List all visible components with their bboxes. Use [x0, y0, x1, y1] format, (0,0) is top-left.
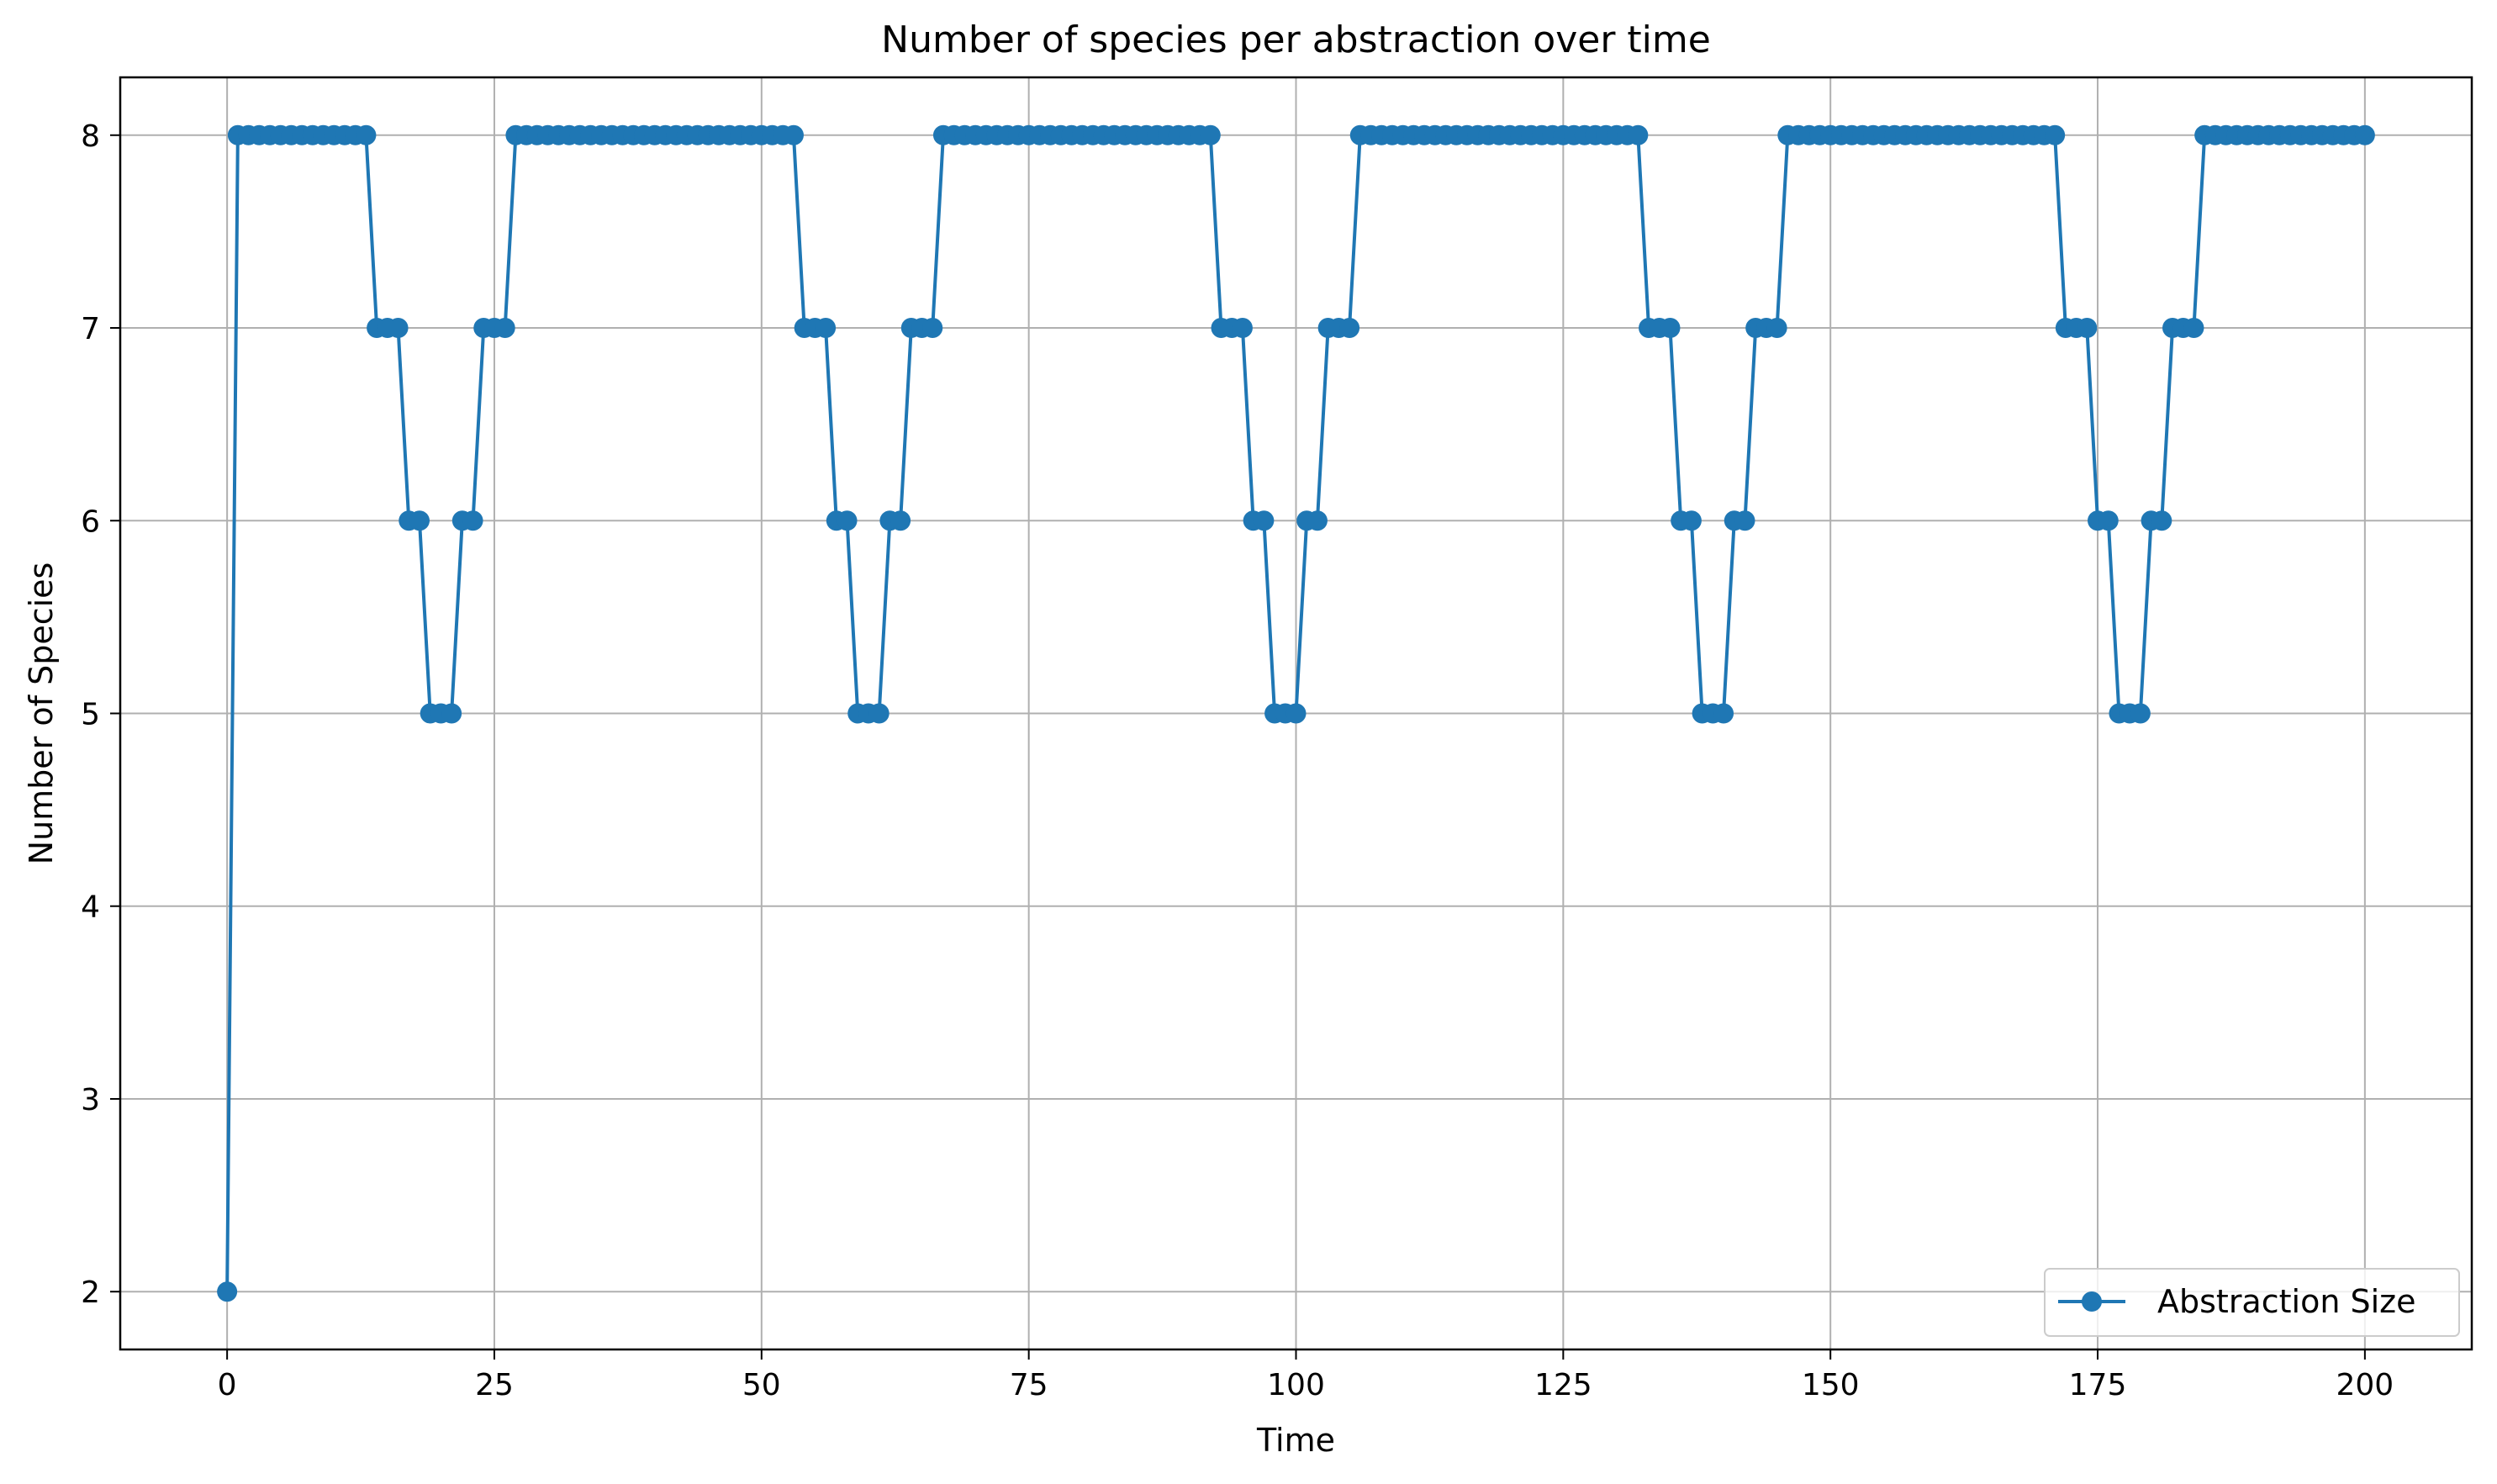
x-tick-label: 175 — [2069, 1368, 2127, 1402]
data-point — [462, 510, 483, 531]
y-axis-label: Number of Species — [23, 562, 60, 865]
data-point — [1734, 510, 1755, 531]
data-point — [1254, 510, 1275, 531]
y-tick-label: 2 — [81, 1275, 100, 1310]
data-point — [2098, 510, 2119, 531]
data-point — [2045, 124, 2066, 145]
y-tick-label: 4 — [81, 890, 100, 925]
data-point — [1713, 703, 1734, 724]
data-point — [816, 318, 837, 339]
legend-box — [2044, 1268, 2460, 1337]
data-point — [1307, 510, 1328, 531]
x-tick-label: 0 — [218, 1368, 237, 1402]
data-point — [1339, 318, 1360, 339]
y-tick-label: 6 — [81, 504, 100, 539]
data-point — [356, 124, 377, 145]
data-point — [217, 1281, 238, 1302]
data-point — [2130, 703, 2151, 724]
y-tick-label: 5 — [81, 698, 100, 732]
data-point — [388, 318, 409, 339]
legend-entry-abstraction-size: Abstraction Size — [2157, 1283, 2416, 1320]
data-point — [1681, 510, 1702, 531]
data-point — [868, 703, 890, 724]
data-point — [1660, 318, 1681, 339]
axis-ticks: 0 25 50 75 100 125 150 175 200 2 3 4 5 6 7 8 — [81, 119, 2394, 1402]
data-point — [2151, 510, 2172, 531]
data-point — [1200, 124, 1221, 145]
legend-marker-circle — [2082, 1291, 2102, 1312]
x-tick-label: 200 — [2336, 1368, 2394, 1402]
y-tick-label: 8 — [81, 119, 100, 154]
y-tick-label: 3 — [81, 1083, 100, 1117]
data-point — [1285, 703, 1307, 724]
x-tick-label: 125 — [1534, 1368, 1592, 1402]
data-point — [2183, 318, 2204, 339]
data-point — [2354, 124, 2375, 145]
x-tick-label: 50 — [742, 1368, 781, 1402]
data-point — [1232, 318, 1253, 339]
data-point — [2077, 318, 2098, 339]
data-point — [783, 124, 804, 145]
x-tick-label: 75 — [1010, 1368, 1048, 1402]
y-tick-label: 7 — [81, 312, 100, 346]
data-point — [441, 703, 462, 724]
x-tick-label: 100 — [1267, 1368, 1325, 1402]
x-tick-label: 150 — [1802, 1368, 1860, 1402]
data-point — [1766, 318, 1787, 339]
data-point — [837, 510, 858, 531]
data-point — [922, 318, 943, 339]
x-axis-label: Time — [1256, 1422, 1335, 1459]
series-layer — [217, 124, 2375, 1302]
legend: Abstraction Size — [2044, 1268, 2460, 1337]
chart-title: Number of species per abstraction over t… — [881, 18, 1711, 61]
x-tick-label: 25 — [475, 1368, 514, 1402]
data-point — [890, 510, 911, 531]
data-point — [409, 510, 430, 531]
data-point — [494, 318, 515, 339]
data-point — [1628, 124, 1649, 145]
